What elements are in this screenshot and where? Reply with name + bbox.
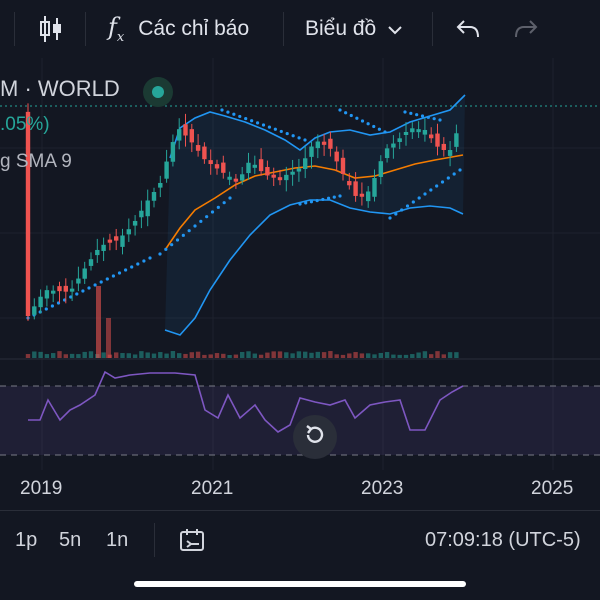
time-tick: 2023 bbox=[361, 478, 404, 499]
candles-icon[interactable] bbox=[38, 0, 64, 58]
toolbar-separator bbox=[85, 12, 86, 46]
candlestick-series bbox=[25, 103, 459, 321]
interval-1p[interactable]: 1p bbox=[15, 528, 38, 551]
time-tick: 2021 bbox=[191, 478, 234, 499]
fx-icon: fx bbox=[108, 13, 125, 45]
price-change: .05%) bbox=[0, 114, 50, 135]
bottom-separator bbox=[154, 523, 155, 557]
reset-chart-button[interactable] bbox=[293, 415, 337, 459]
indicators-button[interactable]: fx Các chỉ báo bbox=[108, 0, 249, 58]
bollinger-upper-line bbox=[169, 94, 466, 159]
clock-timezone[interactable]: 07:09:18 (UTC-5) bbox=[425, 528, 581, 551]
undo-icon[interactable] bbox=[456, 0, 480, 58]
calendar-range-icon[interactable] bbox=[178, 511, 206, 569]
indicators-label: Các chỉ báo bbox=[138, 17, 250, 40]
bottom-bar: 1p 5n 1n 07:09:18 (UTC-5) bbox=[0, 510, 600, 569]
interval-1n[interactable]: 1n bbox=[106, 528, 129, 551]
toolbar-separator bbox=[14, 12, 15, 46]
interval-5n[interactable]: 5n bbox=[59, 528, 82, 551]
top-toolbar: fx Các chỉ báo Biểu đồ bbox=[0, 0, 600, 58]
chart-type-button[interactable]: Biểu đồ bbox=[305, 0, 402, 58]
time-tick: 2019 bbox=[20, 478, 63, 499]
redo-icon[interactable] bbox=[514, 0, 538, 58]
bollinger-lower-line bbox=[164, 199, 464, 336]
rsi-line bbox=[28, 370, 464, 433]
volume-bars bbox=[25, 286, 459, 358]
symbol-title: M · WORLD bbox=[0, 76, 120, 101]
time-tick: 2025 bbox=[531, 478, 574, 499]
price-chart[interactable] bbox=[0, 58, 600, 470]
chart-type-label: Biểu đồ bbox=[305, 17, 377, 40]
reset-icon bbox=[302, 422, 328, 453]
toolbar-separator bbox=[283, 12, 284, 46]
bollinger-band-fill bbox=[165, 95, 465, 335]
home-indicator bbox=[134, 581, 466, 587]
parabolic-sar-dots bbox=[26, 108, 462, 320]
chevron-down-icon bbox=[388, 17, 402, 41]
toolbar-separator bbox=[432, 12, 433, 46]
indicator-legend: g SMA 9 bbox=[0, 151, 72, 172]
market-status-dot bbox=[143, 77, 173, 107]
chart-grid bbox=[0, 58, 600, 470]
